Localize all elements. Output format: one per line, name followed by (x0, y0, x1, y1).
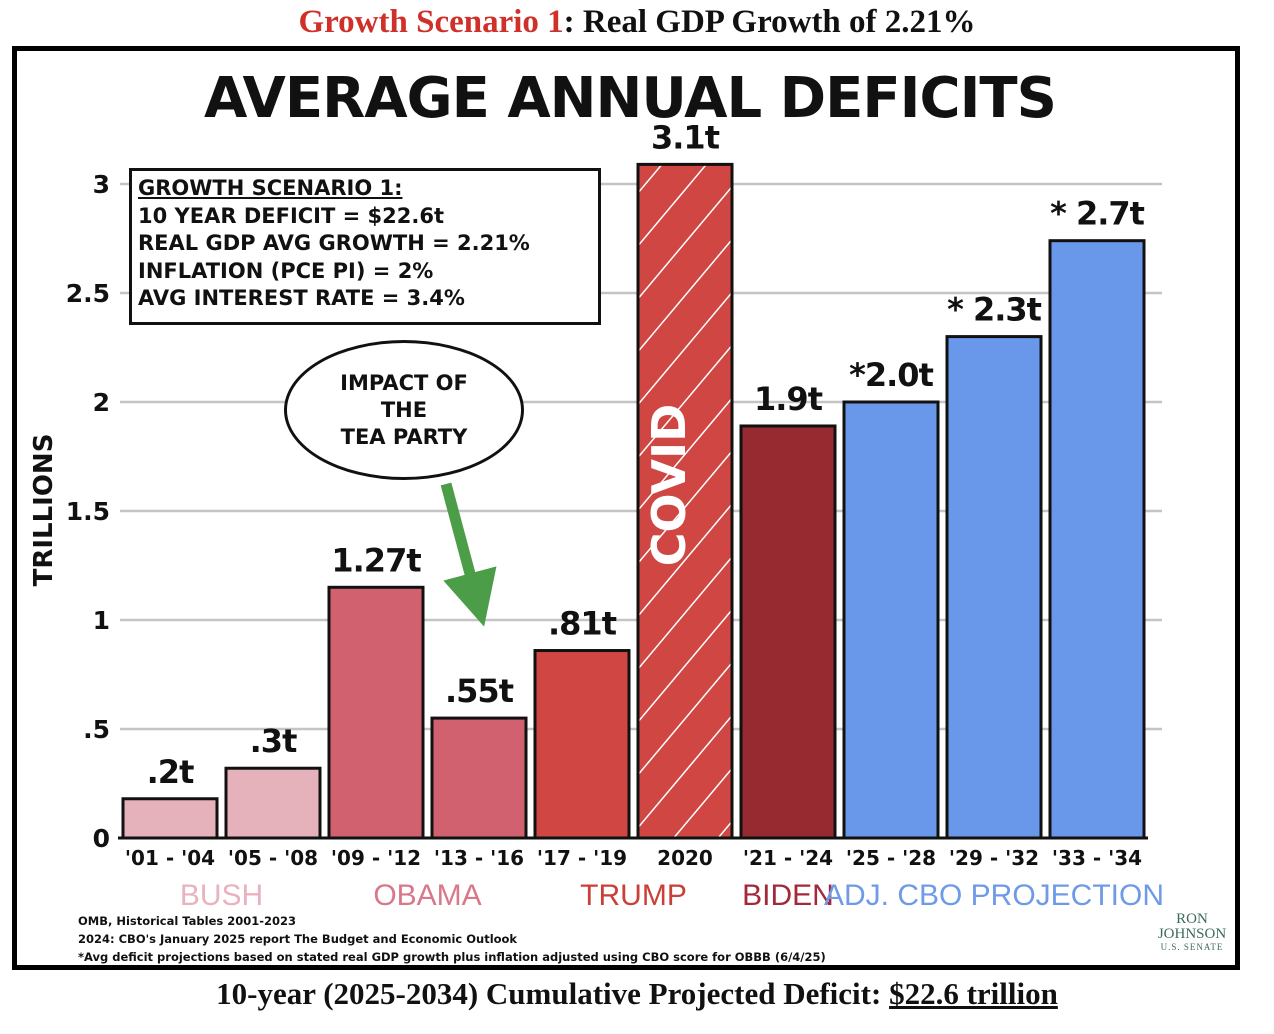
x-tick-label: '01 - '04 (125, 846, 215, 870)
bar-data-label: .3t (250, 722, 297, 760)
group-label: BUSH (180, 879, 263, 912)
bar-data-label: .81t (548, 605, 617, 643)
headline-rest: : Real GDP Growth of 2.21% (563, 4, 976, 40)
x-tick-label: '33 - '34 (1052, 846, 1142, 870)
bar (739, 424, 837, 840)
bar (636, 162, 734, 840)
logo-line: U.S. SENATE (1160, 942, 1224, 952)
bar (430, 716, 528, 840)
x-tick-label: '05 - '08 (228, 846, 318, 870)
bar-data-label: *2.0t (849, 356, 933, 394)
y-tick-label: 2.5 (66, 279, 110, 308)
scenario-box-heading: GROWTH SCENARIO 1: (138, 176, 403, 200)
x-tick-label: '13 - '16 (434, 846, 524, 870)
bar-data-label: 1.27t (331, 541, 421, 579)
x-tick-label: '25 - '28 (846, 846, 936, 870)
y-tick-label: 3 (93, 170, 110, 199)
logo-line: JOHNSON (1157, 926, 1227, 942)
x-tick-label: '21 - '24 (743, 846, 833, 870)
bubble-line: TEA PARTY (340, 424, 468, 449)
tea-party-bubble: IMPACT OF THE TEA PARTY (284, 340, 524, 480)
chart-title: AVERAGE ANNUAL DEFICITS (204, 66, 1057, 131)
footer-label: 10-year (2025-2034) Cumulative Projected… (216, 976, 882, 1011)
bar-data-label: * 2.3t (947, 291, 1042, 329)
group-label: BIDEN (742, 879, 834, 912)
bar-data-label: * 2.7t (1050, 195, 1145, 233)
scenario-label: Growth Scenario 1 (298, 4, 564, 40)
source-line: *Avg deficit projections based on stated… (78, 950, 826, 964)
tea-party-arrow (440, 482, 497, 627)
scenario-box-line: 10 YEAR DEFICIT = $22.6t (138, 203, 444, 228)
x-tick-label: '09 - '12 (331, 846, 421, 870)
y-axis-label: TRILLIONS (29, 434, 59, 587)
covid-bar-label: COVID (642, 404, 696, 567)
bar (945, 335, 1043, 840)
scenario-box-line: INFLATION (PCE PI) = 2% (138, 258, 434, 283)
group-label: OBAMA (373, 879, 481, 912)
bar (842, 400, 940, 840)
bar-data-label: .2t (147, 753, 194, 791)
y-tick-label: 1.5 (66, 497, 110, 526)
bar-data-label: .55t (445, 672, 514, 710)
x-tick-label: '29 - '32 (949, 846, 1039, 870)
source-line: OMB, Historical Tables 2001-2023 (78, 914, 297, 928)
y-tick-label: 0 (93, 824, 110, 853)
bar-data-label: 3.1t (651, 118, 720, 156)
bar-data-label: 1.9t (754, 380, 823, 418)
x-tick-label: 2020 (657, 846, 713, 870)
bubble-line: IMPACT OF (340, 370, 468, 395)
y-tick-label: 1 (93, 606, 110, 635)
source-line: 2024: CBO's January 2025 report The Budg… (78, 932, 518, 946)
bar (224, 766, 322, 840)
group-label: ADJ. CBO PROJECTION (824, 879, 1164, 912)
cumulative-deficit-line: 10-year (2025-2034) Cumulative Projected… (0, 976, 1274, 1012)
y-tick-label: .5 (83, 715, 110, 744)
logo-line: RON (1176, 911, 1208, 927)
bar (533, 649, 631, 840)
x-tick-label: '17 - '19 (537, 846, 627, 870)
bar (327, 585, 425, 840)
footer-amount: $22.6 trillion (889, 976, 1058, 1011)
group-label: TRUMP (580, 879, 687, 912)
bar (121, 797, 219, 840)
page-headline: Growth Scenario 1: Real GDP Growth of 2.… (0, 4, 1274, 41)
senate-logo: RON JOHNSON U.S. SENATE (1148, 912, 1236, 964)
bar (1048, 239, 1146, 840)
scenario-box-line: AVG INTEREST RATE = 3.4% (138, 286, 465, 310)
y-tick-label: 2 (93, 388, 110, 417)
bubble-line: THE (380, 397, 428, 422)
sources-note: OMB, Historical Tables 2001-2023 2024: C… (78, 912, 826, 966)
scenario-box: GROWTH SCENARIO 1: 10 YEAR DEFICIT = $22… (129, 168, 601, 325)
scenario-box-line: REAL GDP AVG GROWTH = 2.21% (138, 231, 530, 255)
